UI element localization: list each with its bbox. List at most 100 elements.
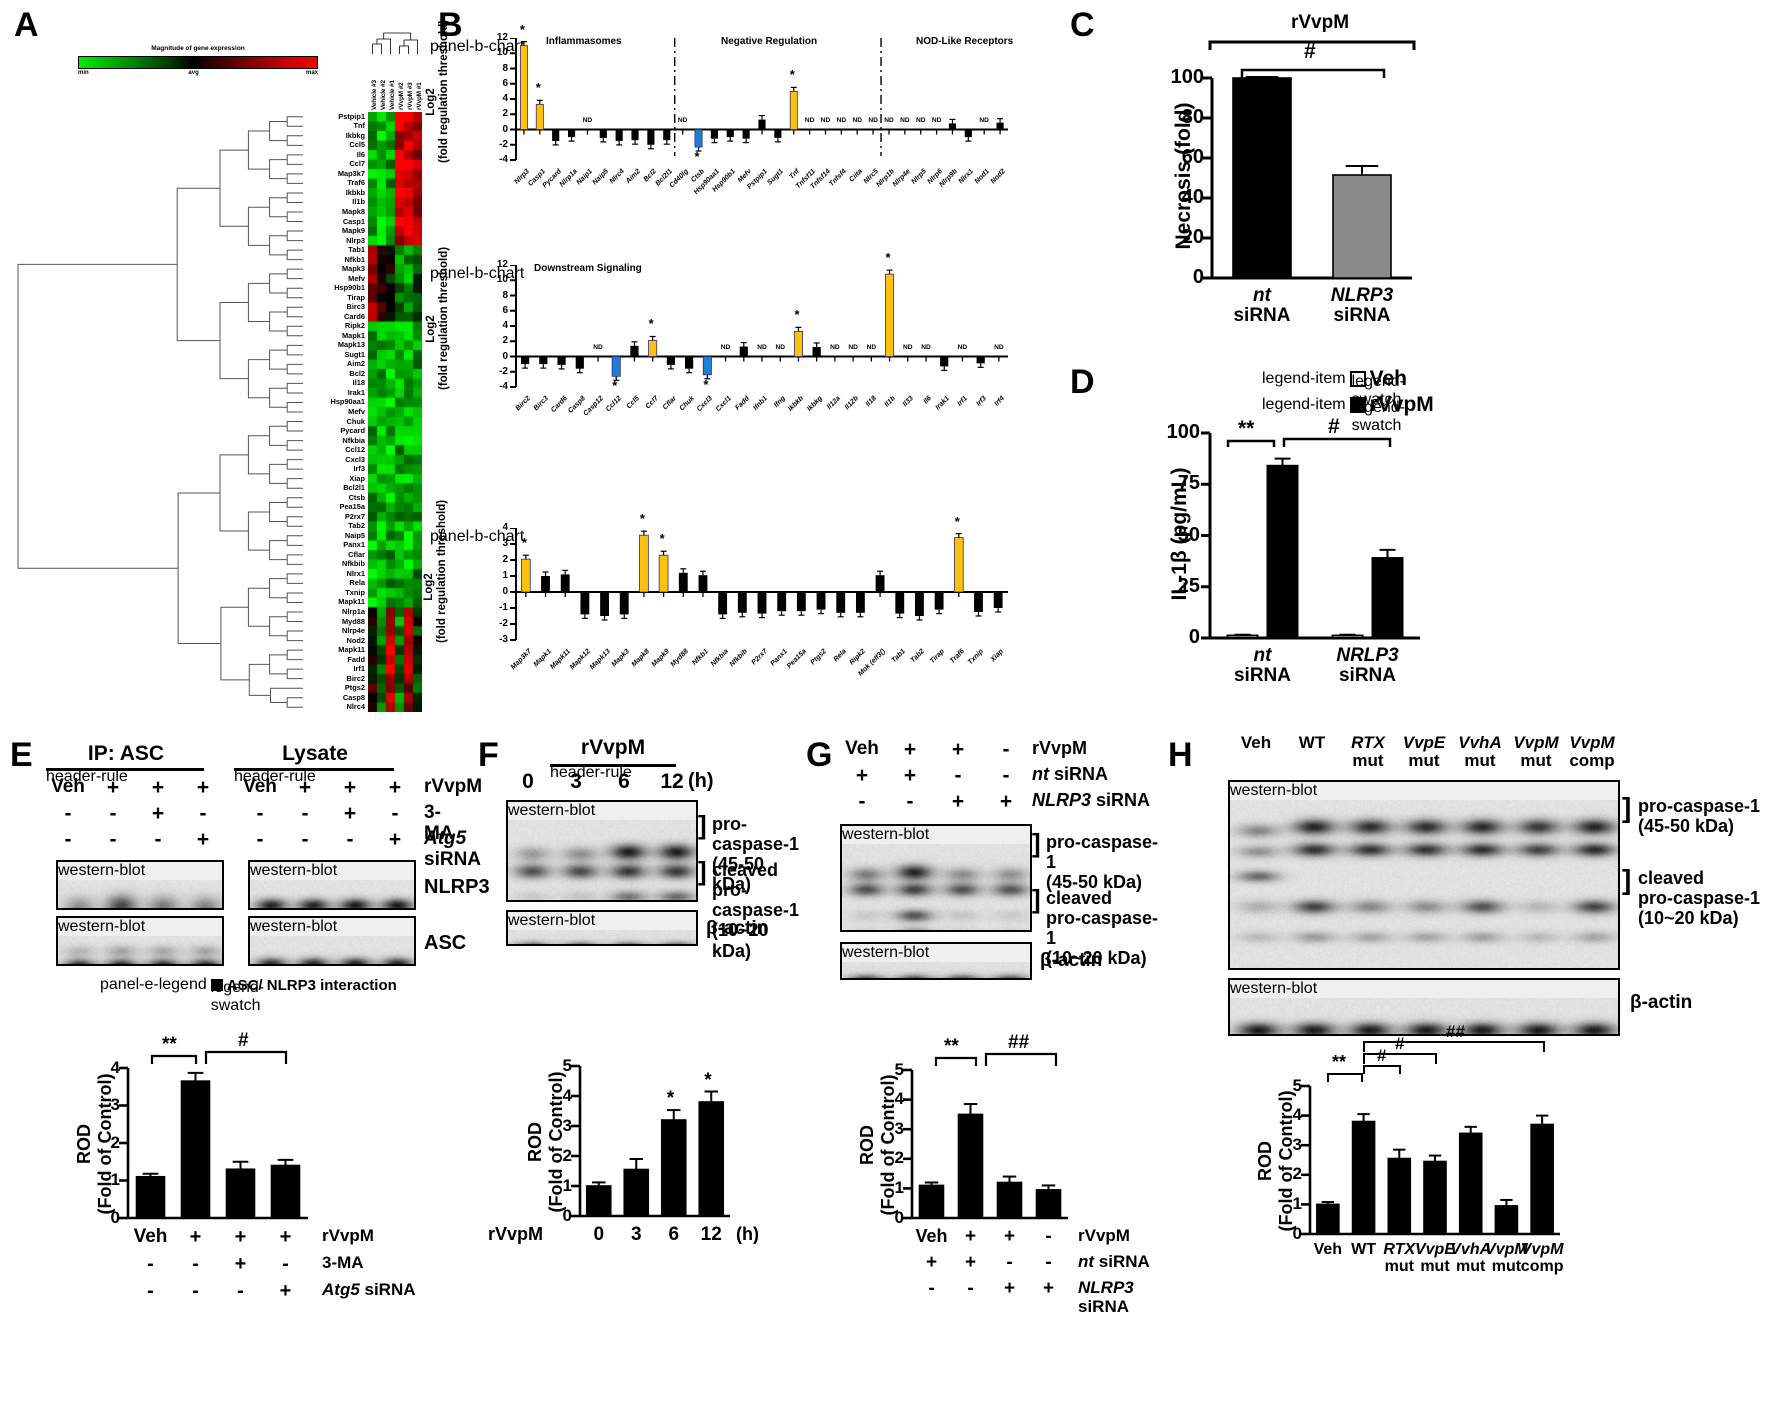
lane-symbol: + xyxy=(151,776,165,799)
gene-label: Chuk xyxy=(346,416,365,426)
b-ytick: 10 xyxy=(496,274,508,286)
b-nd-label: ND xyxy=(957,343,968,351)
b-ytick: 0 xyxy=(502,350,508,362)
b-ytick: -2 xyxy=(499,618,508,629)
lane-label-line: mut xyxy=(1408,751,1440,771)
panel-e: E IP: ASC Lysate header-rule header-rule Veh… xyxy=(10,736,490,1302)
blot-image xyxy=(1230,800,1618,968)
sample-dendrogram xyxy=(368,30,422,54)
panel-g-letter: G xyxy=(806,736,833,774)
panel-f: F rVvpM header-rule 0 3 6 12 (h) western-blot we… xyxy=(478,736,800,1245)
sample-labels: Vehicle #3 Vehicle #2 Vehicle #1 rVvpM #2 rV… xyxy=(368,54,428,112)
lane-symbol: - xyxy=(301,828,309,851)
panel-d-ytick: 50 xyxy=(1177,523,1200,546)
axis-ytick: 100 xyxy=(1170,66,1204,88)
b-significance-star: * xyxy=(794,307,800,323)
b-nd-label: ND xyxy=(677,116,688,124)
band-label-cleaved: cleaved pro-caspase-1 (10~20 kDa) xyxy=(1046,888,1160,969)
panel-d-xlabel: NRLP3 siRNA xyxy=(1298,645,1438,686)
blot-image xyxy=(842,844,1030,930)
row-label: Atg5 siRNA xyxy=(424,828,482,871)
xlabel-line: WT xyxy=(1351,1241,1376,1258)
lane-symbol: + xyxy=(298,776,312,799)
significance-star: * xyxy=(704,1069,712,1091)
band-label-line: (45-50 kDa) xyxy=(1638,816,1735,837)
gene-label: Mapk1 xyxy=(341,330,365,340)
gene-label: Nod2 xyxy=(346,635,365,645)
colorbar-avg: avg xyxy=(188,70,199,76)
gene-label: Irak1 xyxy=(347,387,365,397)
row-label: nt siRNA xyxy=(1032,764,1109,784)
gene-label: Ccl7 xyxy=(349,159,365,169)
b-ytick: -4 xyxy=(499,154,508,165)
band-label-procaspase-bracket: ] xyxy=(1622,792,1632,823)
gene-label: Nlrx1 xyxy=(346,568,366,578)
gene-label: Cflar xyxy=(348,549,365,559)
panel-a: A Magnitude of gene expression min avg m… xyxy=(0,0,430,720)
axis-table-cell: - xyxy=(282,1253,289,1275)
b-nd-label: ND xyxy=(757,343,767,351)
lane-symbol: + xyxy=(855,764,869,787)
panel-f-xlabel: 12 xyxy=(700,1224,722,1245)
lane-symbol: - xyxy=(1002,764,1010,787)
axis-ytick: 3 xyxy=(562,1115,572,1135)
sample-label: rVvpM #3 xyxy=(407,82,414,110)
b-nd-label: ND xyxy=(775,343,785,351)
axis-table-cell: + xyxy=(925,1252,938,1273)
b-nd-label: ND xyxy=(921,343,931,351)
b-nd-label: ND xyxy=(852,116,862,124)
xlabel-line: NRLP3 xyxy=(1336,645,1399,666)
panel-h-xlabel: Veh xyxy=(1298,1241,1358,1259)
axis-table-row-label: nt siRNA xyxy=(1078,1252,1150,1271)
panel-b-plot xyxy=(510,38,1008,161)
panel-g-sig-left: ** xyxy=(944,1036,959,1057)
b-ytick: 8 xyxy=(502,289,508,301)
gene-label: Hsp90b1 xyxy=(334,283,365,293)
gene-label: Nfkb1 xyxy=(344,254,365,264)
gene-label: Il1b xyxy=(352,197,365,207)
b-significance-star: * xyxy=(694,149,700,165)
axis-table-row-label: 3-MA xyxy=(322,1253,364,1272)
gene-label: Txnip xyxy=(345,587,365,597)
gene-label: Xiap xyxy=(349,473,365,483)
gene-labels: Pstpip1 Tnf Ikbkg Ccl5 Il6 Ccl7 Map3k7 Traf6 Ikb… xyxy=(305,112,367,712)
significance-star: * xyxy=(666,1088,675,1110)
blot-image xyxy=(508,820,696,900)
gene-label: Mapk8 xyxy=(341,207,365,216)
gene-label: Ikbkg xyxy=(345,130,365,140)
axis-table-cell: - xyxy=(192,1253,199,1275)
legend-label: Veh xyxy=(1369,367,1407,390)
gene-label: Ccl5 xyxy=(349,140,365,150)
panel-f-axis-unit: (h) xyxy=(736,1224,759,1244)
ylabel-line: (Fold of Control) xyxy=(546,1071,566,1213)
lane-symbol: + xyxy=(343,776,357,799)
gene-label: Mapk13 xyxy=(337,340,365,350)
b-ytick: 4 xyxy=(502,320,508,331)
gene-label: Pstpip1 xyxy=(338,111,365,121)
b-ytick: 0 xyxy=(502,123,508,135)
panel-f-letter: F xyxy=(478,736,499,774)
b-ytick: 3 xyxy=(502,538,508,549)
blot-image xyxy=(508,930,696,944)
axis-table-cell: + xyxy=(279,1226,292,1248)
panel-h-xlabel: RTX mut xyxy=(1369,1241,1429,1276)
b-nd-label: ND xyxy=(979,116,989,124)
panel-d-ytick: 75 xyxy=(1177,472,1200,495)
panel-h-xlabel: WT xyxy=(1334,1241,1394,1259)
b-ytick: 4 xyxy=(502,93,508,104)
panel-h-xlabel: VvpE mut xyxy=(1405,1241,1465,1276)
panel-h-xlabel: VvhA mut xyxy=(1441,1241,1501,1276)
axis-table-cell: + xyxy=(1003,1226,1016,1247)
b-nd-label: ND xyxy=(593,343,603,351)
gene-label: Mapk9 xyxy=(341,226,365,236)
b-nd-label: ND xyxy=(994,343,1004,351)
panel-h-sig-3: # xyxy=(1395,1034,1405,1053)
lane-label: 12 xyxy=(660,770,684,793)
gene-label: Ikbkb xyxy=(345,187,365,197)
lane-label: VvhA mut xyxy=(1450,733,1510,771)
band-label-line: cleaved xyxy=(1046,888,1113,908)
gene-label: Mefv xyxy=(348,407,365,416)
b-nd-label: ND xyxy=(848,343,858,351)
colorbar-gradient xyxy=(78,56,318,69)
axis-ytick: 1 xyxy=(562,1175,572,1195)
